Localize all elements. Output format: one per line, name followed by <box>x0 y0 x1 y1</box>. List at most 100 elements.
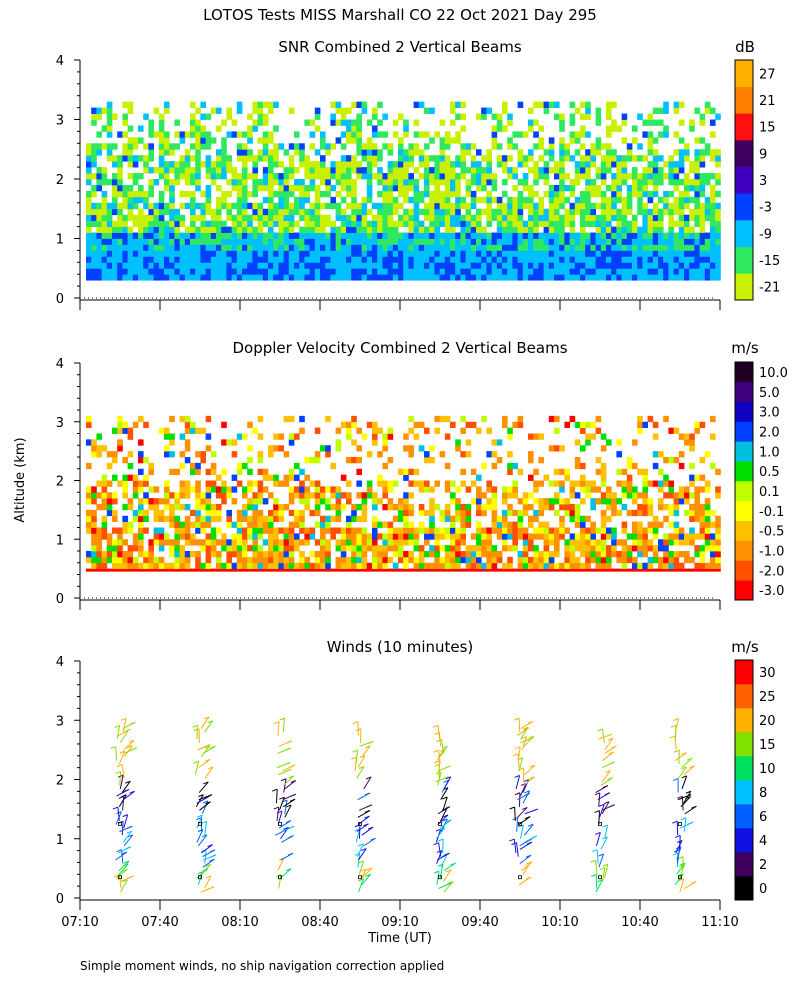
snr-cell <box>470 244 477 251</box>
snr-cell <box>668 202 674 210</box>
snr-cell <box>184 238 191 245</box>
snr-cell <box>106 149 113 156</box>
wind-barb-flag <box>280 778 287 782</box>
snr-cell <box>398 113 404 120</box>
snr-cell <box>242 214 248 222</box>
wind-barb <box>443 776 452 790</box>
snr-cell <box>548 143 555 150</box>
snr-cell <box>574 107 581 114</box>
doppler-cell <box>117 445 123 452</box>
snr-cell <box>642 232 648 239</box>
snr-cell <box>444 173 451 180</box>
wind-barb <box>277 857 285 871</box>
snr-cell <box>418 101 425 108</box>
doppler-cell <box>642 468 648 476</box>
snr-cell <box>86 262 92 269</box>
snr-cell <box>127 214 134 222</box>
snr-cell <box>138 137 144 144</box>
wind-barb-flag <box>531 835 537 839</box>
wind-barb <box>683 817 687 832</box>
doppler-cell <box>366 533 373 540</box>
snr-cell <box>236 268 243 275</box>
snr-cell <box>361 226 368 233</box>
wind-barb-flag <box>364 809 371 813</box>
doppler-cell <box>502 568 508 572</box>
doppler-cell <box>387 539 394 546</box>
doppler-cell <box>704 498 711 505</box>
doppler-cell <box>106 533 113 540</box>
snr-cell <box>340 220 347 227</box>
doppler-cell <box>195 551 201 558</box>
doppler-cell <box>216 515 222 523</box>
snr-cell <box>106 208 113 216</box>
doppler-cell <box>663 492 669 499</box>
doppler-cell <box>205 486 212 493</box>
doppler-cell <box>569 480 576 487</box>
snr-cell <box>632 155 638 162</box>
snr-cell <box>429 173 435 180</box>
doppler-cell <box>190 427 196 434</box>
doppler-cell <box>470 562 477 570</box>
snr-cell <box>424 274 430 281</box>
doppler-cell <box>699 474 706 481</box>
doppler-cell <box>694 568 700 572</box>
snr-cell <box>621 238 628 245</box>
doppler-cell <box>138 415 144 423</box>
doppler-cell <box>288 509 295 517</box>
doppler-cell <box>642 539 648 546</box>
snr-cell <box>382 184 388 192</box>
doppler-cell <box>424 539 430 546</box>
wind-barb <box>118 794 127 808</box>
wind-barb <box>517 753 520 768</box>
colorbar-label: 4 <box>759 834 767 849</box>
snr-cell <box>699 173 706 180</box>
snr-cell <box>444 232 451 239</box>
doppler-cell <box>704 480 711 487</box>
snr-cell <box>668 155 674 162</box>
snr-cell <box>325 274 331 281</box>
snr-cell <box>184 202 191 210</box>
snr-cell <box>554 167 560 174</box>
snr-cell <box>668 262 674 269</box>
snr-cell <box>455 274 461 281</box>
doppler-cell <box>91 445 97 452</box>
doppler-cell <box>413 539 420 546</box>
snr-cell <box>184 155 191 162</box>
snr-cell <box>694 214 700 222</box>
snr-cell <box>496 119 503 126</box>
wind-barb-flag <box>687 821 694 825</box>
wind-barb <box>280 868 292 879</box>
doppler-cell <box>314 562 321 570</box>
wind-barb-flag <box>602 863 609 867</box>
doppler-cell <box>127 498 134 505</box>
doppler-cell <box>606 568 612 572</box>
colorbar-swatch <box>735 421 753 442</box>
doppler-cell <box>164 568 170 572</box>
doppler-cell <box>465 556 472 564</box>
wind-barb-flag <box>207 844 213 848</box>
snr-cell <box>335 190 342 198</box>
snr-cell <box>434 131 440 138</box>
snr-cell <box>559 262 565 269</box>
snr-cell <box>413 238 420 245</box>
snr-cell <box>704 232 711 239</box>
doppler-cell <box>195 498 201 505</box>
snr-cell <box>668 173 674 180</box>
snr-cell <box>169 143 175 150</box>
doppler-cell <box>403 433 409 440</box>
snr-cell <box>689 262 695 269</box>
doppler-cell <box>611 551 617 558</box>
snr-cell <box>86 250 92 257</box>
snr-cell <box>377 167 383 174</box>
doppler-cell <box>288 527 295 534</box>
snr-cell <box>387 226 394 233</box>
snr-cell <box>574 238 581 245</box>
doppler-cell <box>257 521 264 528</box>
snr-cell <box>600 173 607 180</box>
snr-cell <box>169 167 175 174</box>
doppler-cell <box>164 498 170 505</box>
doppler-cell <box>444 515 451 523</box>
doppler-cell <box>174 545 180 552</box>
snr-cell <box>554 214 560 222</box>
wind-barb-flag <box>512 753 519 757</box>
